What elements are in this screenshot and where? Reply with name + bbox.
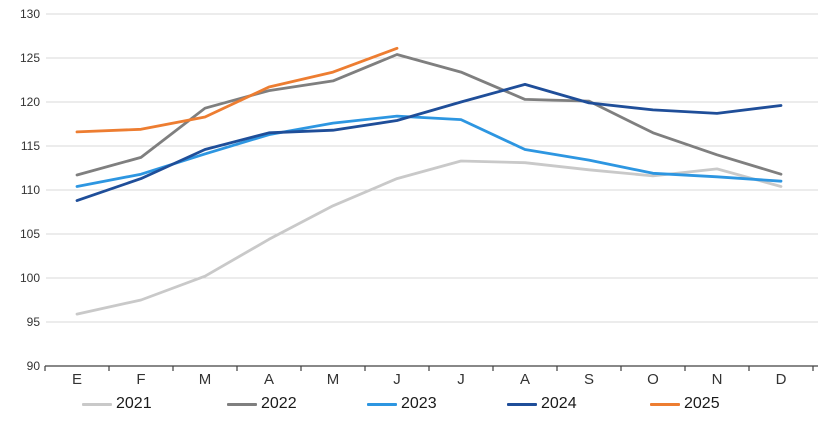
legend-label: 2023 [401,395,437,412]
series-line-2025 [75,46,399,134]
x-tick-label-4: A [264,371,274,388]
legend-item-2022: 2022 [227,392,297,416]
y-tick-label: 125 [20,51,40,65]
series-line-2024 [75,83,783,203]
legend-item-2021: 2021 [82,392,152,416]
x-tick-label-11: N [712,371,723,388]
legend-label: 2021 [116,395,152,412]
x-tick-label-3: M [199,371,212,388]
y-tick-label: 110 [21,183,40,197]
legend-line-swatch-icon [82,402,112,406]
x-tick-label-1: E [72,371,82,388]
x-tick-label-7: J [457,371,465,388]
y-tick-label: 95 [27,315,41,329]
legend-line-swatch-icon [507,402,537,406]
legend-line-swatch-icon [227,402,257,406]
x-tick-label-6: J [393,371,401,388]
x-tick-label-2: F [136,371,145,388]
series-line-2022 [75,53,783,177]
legend-item-2023: 2023 [367,392,437,416]
legend-label: 2025 [684,395,720,412]
y-tick-label: 130 [20,7,40,21]
legend-label: 2022 [261,395,297,412]
legend-label: 2024 [541,395,577,412]
x-tick-label-8: A [520,371,530,388]
legend-item-2025: 2025 [650,392,720,416]
series-line-2023 [75,114,783,188]
y-tick-label: 115 [21,139,40,153]
legend-line-swatch-icon [650,402,680,406]
x-tick-label-9: S [584,371,594,388]
y-tick-label: 90 [27,359,41,373]
series-line-2021 [75,159,783,316]
x-tick-label-12: D [776,371,787,388]
y-tick-label: 120 [20,95,40,109]
legend-line-swatch-icon [367,402,397,406]
legend-item-2024: 2024 [507,392,577,416]
y-tick-label: 100 [20,271,40,285]
chart-legend: 2021 2022 2023 2024 2025 [0,392,820,422]
y-tick-label: 105 [20,227,40,241]
x-tick-label-5: M [327,371,340,388]
x-tick-label-10: O [647,371,659,388]
